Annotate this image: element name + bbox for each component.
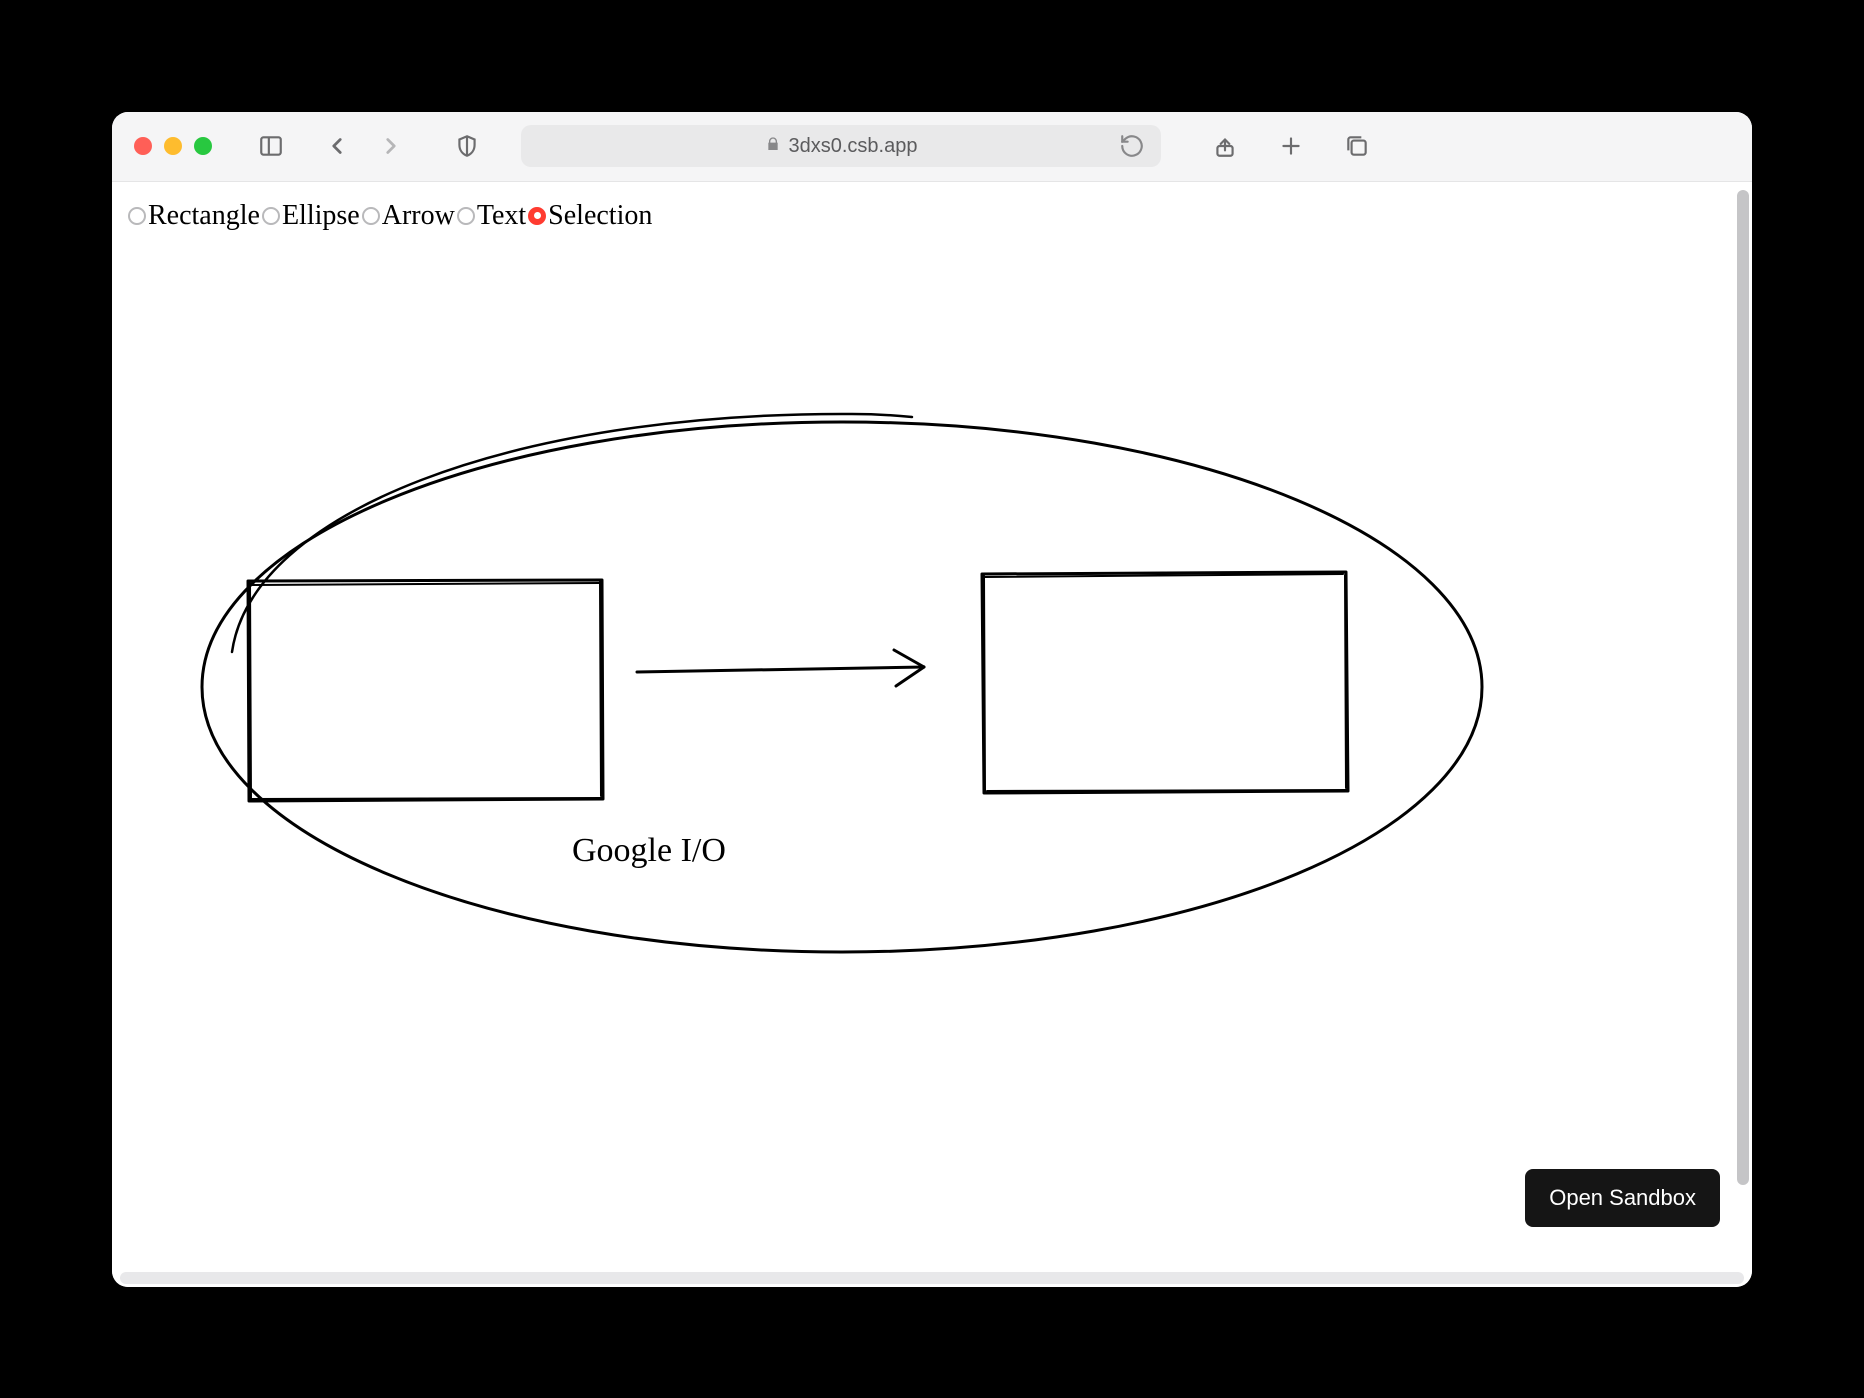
vertical-scrollbar[interactable] (1737, 190, 1749, 1185)
shape-rect-left-stroke2 (250, 582, 602, 800)
shape-rect-right (982, 572, 1348, 793)
nav-arrows (320, 129, 408, 163)
traffic-lights (134, 137, 212, 155)
window-maximize-button[interactable] (194, 137, 212, 155)
shape-arrow-line (637, 667, 924, 672)
drawing-canvas[interactable]: Google I/O (112, 182, 1752, 1287)
reload-button[interactable] (1115, 129, 1149, 163)
canvas-text[interactable]: Google I/O (572, 832, 726, 870)
browser-titlebar: 3dxs0.csb.app (112, 112, 1752, 182)
page-content: Rectangle Ellipse Arrow Text Selection (112, 182, 1752, 1287)
horizontal-scrollbar[interactable] (120, 1272, 1744, 1284)
sidebar-toggle-icon[interactable] (254, 129, 288, 163)
open-sandbox-button[interactable]: Open Sandbox (1525, 1169, 1720, 1227)
shape-rect-right-stroke2 (984, 574, 1347, 792)
privacy-shield-icon[interactable] (450, 129, 484, 163)
url-text: 3dxs0.csb.app (789, 135, 918, 158)
share-icon[interactable] (1208, 129, 1242, 163)
titlebar-right-icons (1208, 129, 1374, 163)
shape-rect-left (248, 580, 603, 801)
window-minimize-button[interactable] (164, 137, 182, 155)
window-close-button[interactable] (134, 137, 152, 155)
shape-ellipse-stroke2 (232, 413, 912, 651)
shape-ellipse (202, 422, 1482, 952)
sketch-svg (112, 182, 1752, 1282)
tabs-overview-icon[interactable] (1340, 129, 1374, 163)
browser-window: 3dxs0.csb.app Rectangle (112, 112, 1752, 1287)
new-tab-icon[interactable] (1274, 129, 1308, 163)
lock-icon (765, 135, 781, 158)
address-bar[interactable]: 3dxs0.csb.app (521, 125, 1161, 167)
forward-button[interactable] (374, 129, 408, 163)
back-button[interactable] (320, 129, 354, 163)
